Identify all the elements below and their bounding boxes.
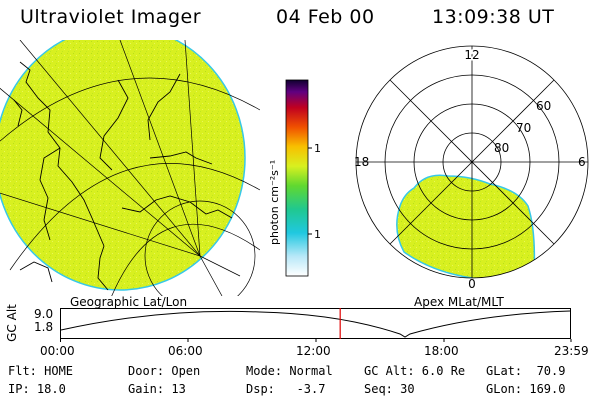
timeline-xtick-0000: 00:00 xyxy=(40,344,75,358)
polar-emission-region xyxy=(396,174,536,278)
altitude-curve xyxy=(60,310,571,338)
timeline-xtick-1200: 12:00 xyxy=(296,344,331,358)
image-time: 13:09:38 UT xyxy=(432,6,555,28)
instrument-title: Ultraviolet Imager xyxy=(20,6,202,28)
status-mode: Mode: Normal xyxy=(246,364,333,378)
polar-image-panel: 12 12 18 6 0 60 70 80 xyxy=(354,45,589,291)
image-date: 04 Feb 00 xyxy=(276,6,375,28)
mlt-label-6: 6 xyxy=(578,155,586,169)
timeline-xtick-0600: 06:00 xyxy=(168,344,203,358)
timeline-ylabel: GC Alt xyxy=(5,304,19,342)
mlat-label-80: 80 xyxy=(494,141,509,155)
status-dsp: Dsp: -3.7 xyxy=(246,382,326,396)
colorbar-tick-100: 100 xyxy=(314,142,320,155)
orbit-altitude-timeline xyxy=(60,308,572,342)
polar-caption: Apex MLat/MLT xyxy=(414,295,504,309)
status-door: Door: Open xyxy=(128,364,201,378)
status-ip: IP: 18.0 xyxy=(8,382,66,396)
status-filter: Flt: HOME xyxy=(8,364,74,378)
earth-emission-disk xyxy=(0,40,246,291)
timeline-xtick-2359: 23:59 xyxy=(554,344,589,358)
status-gain: Gain: 13 xyxy=(128,382,186,396)
timeline-ytick-max: 9.0 xyxy=(34,307,54,321)
colorbar: 100 10 photon cm⁻²s⁻¹ xyxy=(268,79,320,277)
colorbar-gradient xyxy=(285,79,309,277)
timeline-ytick-min: 1.8 xyxy=(34,320,54,334)
timeline-xtick-1800: 18:00 xyxy=(424,344,459,358)
mlt-label-12: 12 xyxy=(464,48,479,62)
status-glon: GLon: 169.0 xyxy=(486,382,566,396)
geographic-caption: Geographic Lat/Lon xyxy=(70,295,188,309)
mlat-label-60: 60 xyxy=(536,99,551,113)
status-gc-alt: GC Alt: 6.0 Re xyxy=(364,364,466,378)
colorbar-unit-label: photon cm⁻²s⁻¹ xyxy=(268,160,281,245)
mlt-label-18: 18 xyxy=(354,155,369,169)
mlat-label-70: 70 xyxy=(516,121,531,135)
status-seq: Seq: 30 xyxy=(364,382,415,396)
mlt-label-0: 0 xyxy=(468,277,476,291)
svg-text:12: 12 xyxy=(464,48,479,62)
polar-grid xyxy=(355,45,589,279)
status-glat: GLat: 70.9 xyxy=(486,364,566,378)
lat-lon-grid xyxy=(0,40,260,296)
geographic-image-panel xyxy=(0,40,260,296)
coastlines xyxy=(13,61,233,291)
colorbar-tick-10: 10 xyxy=(314,228,320,241)
